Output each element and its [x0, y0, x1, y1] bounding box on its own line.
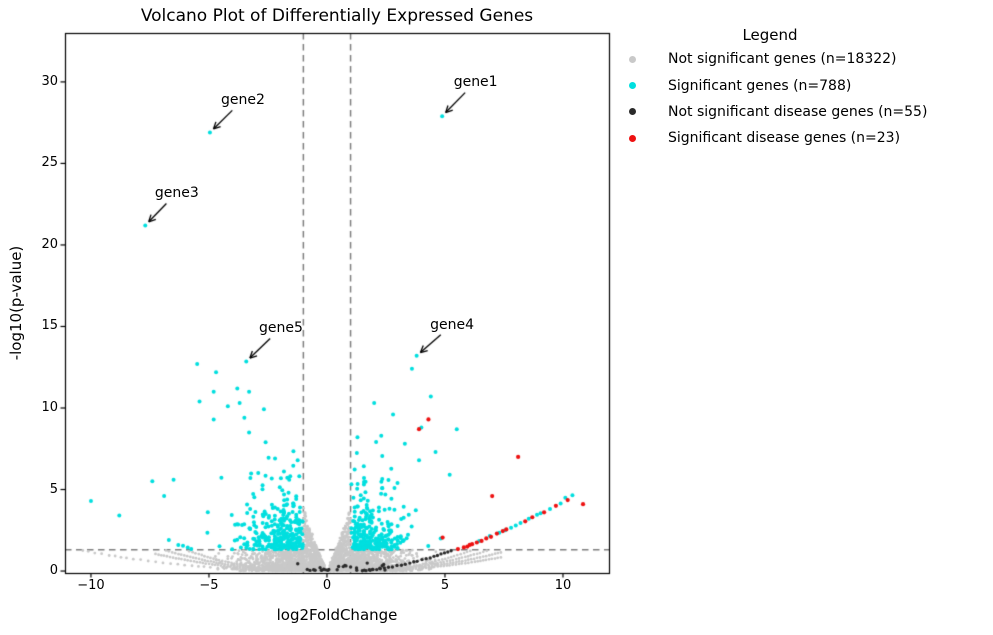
legend: Legend Not significant genes (n=18322) S…: [620, 24, 980, 152]
legend-entry-label: Significant genes (n=788): [668, 77, 852, 94]
y-tick-label: 0: [49, 563, 58, 579]
legend-entry-label: Not significant disease genes (n=55): [668, 103, 928, 120]
gene4-annotation-label: gene4: [430, 316, 474, 333]
x-tick-label: 0: [322, 578, 332, 593]
x-tick-label: 5: [440, 578, 450, 593]
y-tick-label: 5: [49, 481, 58, 497]
legend-entry-not-significant: Not significant genes (n=18322): [620, 46, 980, 72]
y-tick-label: 10: [41, 400, 58, 415]
gene3-annotation-label: gene3: [154, 184, 199, 201]
legend-entry-significant: Significant genes (n=788): [620, 72, 980, 98]
gene1-annotation-label: gene1: [453, 73, 498, 90]
legend-entry-label: Not significant genes (n=18322): [668, 51, 897, 68]
x-tick-label: −10: [77, 578, 105, 593]
gray-dot-icon: [629, 55, 636, 63]
gene2-annotation-label: gene2: [220, 91, 265, 108]
legend-entry-significant-disease: Significant disease genes (n=23): [620, 125, 980, 151]
legend-entry-not-significant-disease: Not significant disease genes (n=55): [620, 99, 980, 125]
y-tick-label: 30: [41, 73, 58, 89]
cyan-dot-icon: [629, 82, 636, 90]
x-tick-label: 10: [554, 578, 572, 593]
legend-title: Legend: [742, 26, 798, 44]
red-dot-icon: [629, 134, 636, 142]
y-tick-label: 25: [41, 155, 58, 171]
black-dot-icon: [629, 108, 636, 116]
y-tick-label: 15: [41, 318, 58, 334]
x-tick-label: −5: [199, 578, 219, 593]
y-tick-label: 20: [41, 236, 58, 252]
chart-title: Volcano Plot of Differentially Expressed…: [140, 6, 534, 26]
gene5-annotation-label: gene5: [258, 320, 303, 337]
legend-entry-label: Significant disease genes (n=23): [668, 130, 901, 147]
x-axis-label: log2FoldChange: [276, 606, 398, 624]
